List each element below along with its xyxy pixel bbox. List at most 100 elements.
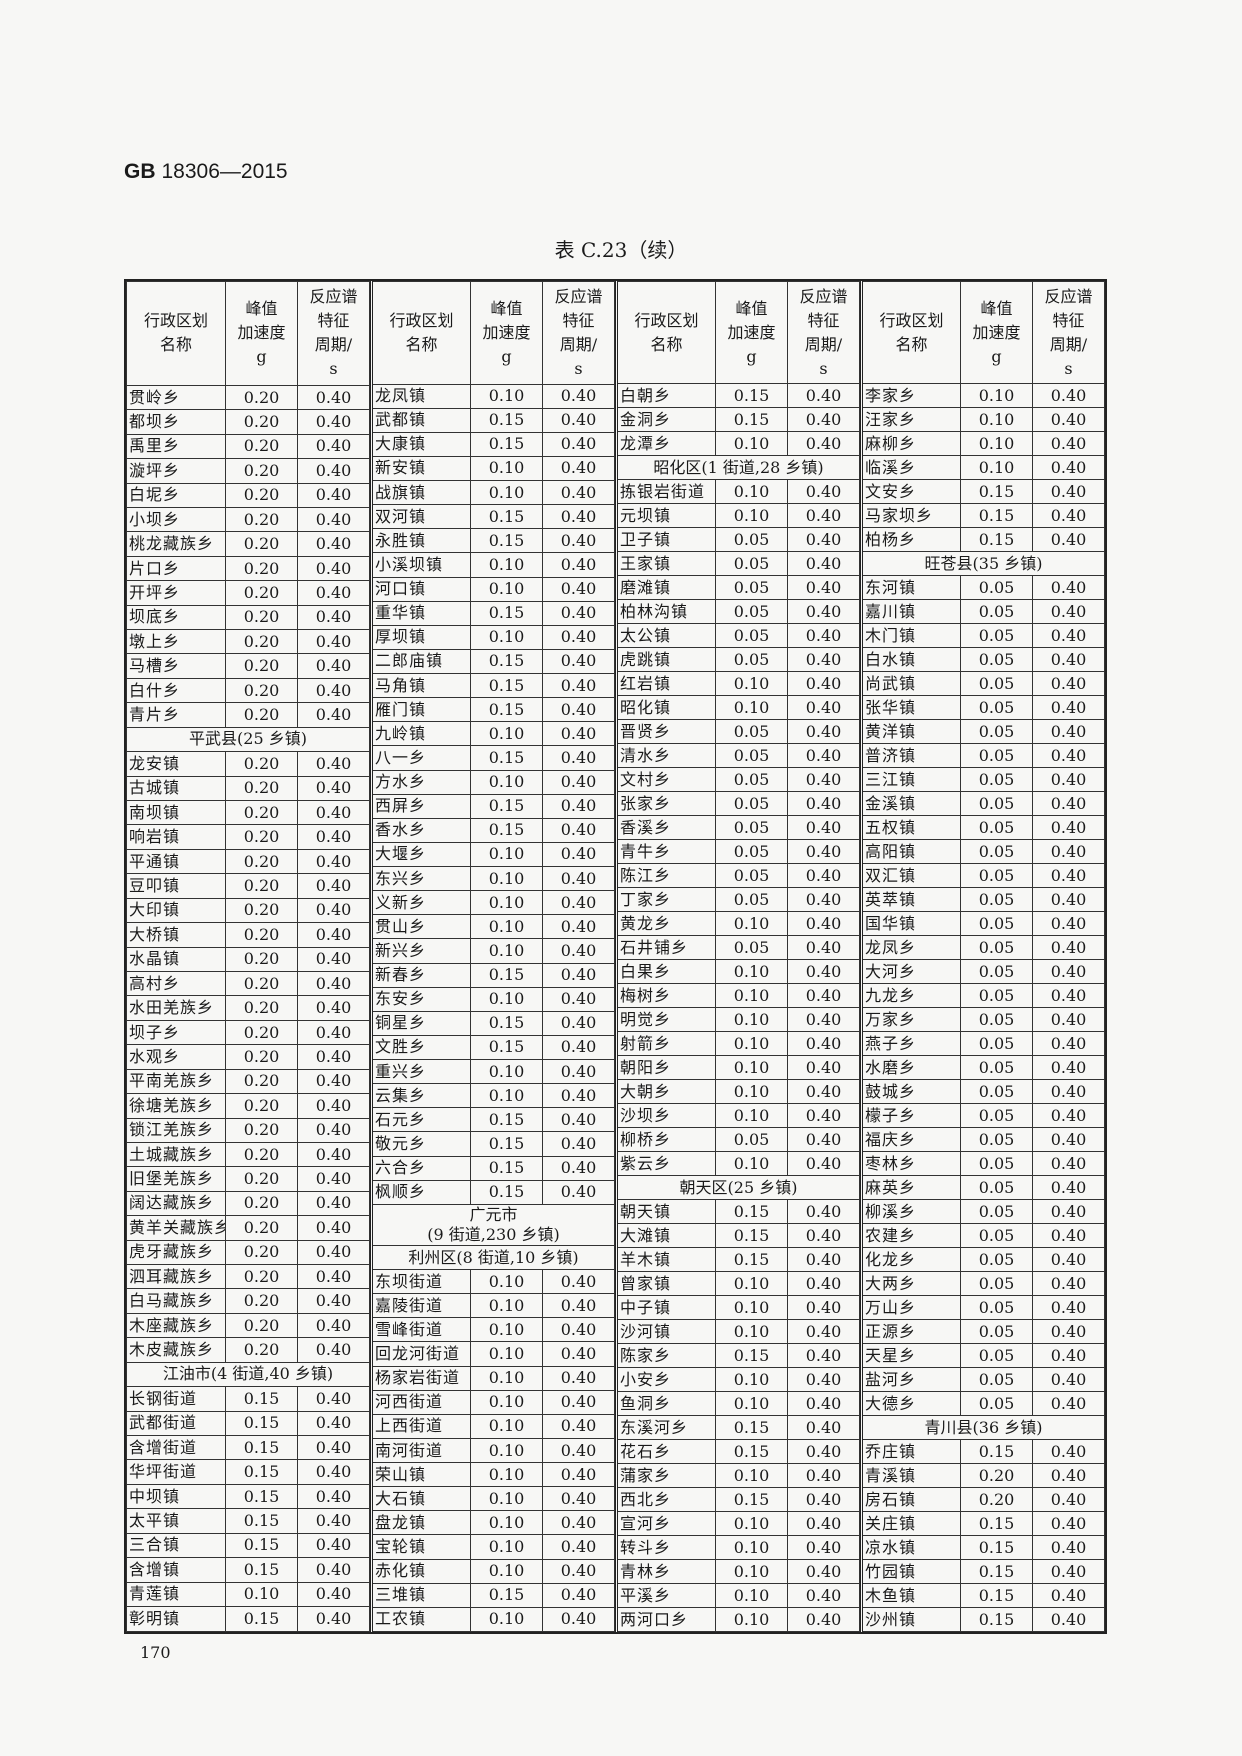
table-row: 曾家镇 0.10 0.40 (616, 1271, 860, 1296)
table-row: 方水乡 0.10 0.40 (371, 769, 615, 795)
table-row: 转斗乡 0.10 0.40 (616, 1535, 860, 1560)
characteristic-period: 0.40 (297, 1190, 370, 1217)
characteristic-period: 0.40 (787, 1127, 860, 1152)
characteristic-period: 0.40 (787, 887, 860, 912)
peak-acceleration: 0.20 (225, 751, 298, 777)
peak-acceleration: 0.10 (470, 1437, 543, 1464)
peak-acceleration: 0.05 (960, 887, 1033, 912)
header-period: 反应谱 特征 周期/s (542, 281, 615, 385)
characteristic-period: 0.40 (297, 1557, 370, 1583)
region-name: 彰明镇 (126, 1605, 226, 1633)
table-row: 墩上乡 0.20 0.40 (126, 629, 370, 655)
region-name: 重兴乡 (371, 1059, 471, 1085)
characteristic-period: 0.40 (542, 1010, 615, 1036)
characteristic-period: 0.40 (787, 839, 860, 864)
peak-acceleration: 0.05 (960, 647, 1033, 672)
peak-acceleration: 0.10 (715, 1079, 788, 1104)
table-row: 白水镇 0.05 0.40 (861, 647, 1105, 672)
table-row: 木门镇 0.05 0.40 (861, 623, 1105, 648)
table-row: 紫云乡 0.10 0.40 (616, 1151, 860, 1176)
characteristic-period: 0.40 (542, 890, 615, 916)
region-name: 大堰乡 (371, 841, 471, 868)
region-name: 南河街道 (371, 1437, 471, 1464)
table-row: 重兴乡 0.10 0.40 (371, 1059, 615, 1085)
region-name: 平南羌族乡 (126, 1068, 226, 1095)
characteristic-period: 0.40 (297, 1117, 370, 1143)
region-name: 贯山乡 (371, 914, 471, 940)
table-row: 金洞乡 0.15 0.40 (616, 407, 860, 432)
region-name: 农建乡 (861, 1223, 961, 1248)
characteristic-period: 0.40 (1032, 1175, 1105, 1200)
header-pga: 峰值 加速度 g (715, 281, 788, 384)
peak-acceleration: 0.20 (225, 1215, 298, 1241)
characteristic-period: 0.40 (542, 1034, 615, 1061)
peak-acceleration: 0.05 (715, 935, 788, 960)
table-row: 沙河镇 0.10 0.40 (616, 1319, 860, 1344)
characteristic-period: 0.40 (542, 1534, 615, 1560)
peak-acceleration: 0.10 (470, 1534, 543, 1560)
peak-acceleration: 0.10 (470, 866, 543, 892)
peak-acceleration: 0.15 (225, 1434, 298, 1461)
header-pga: 峰值 加速度 g (470, 281, 543, 385)
peak-acceleration: 0.15 (470, 1131, 543, 1157)
table-row: 关庄镇 0.15 0.40 (861, 1511, 1105, 1536)
peak-acceleration: 0.10 (715, 1367, 788, 1392)
table-column-group: 行政区划 名称 峰值 加速度 g 反应谱 特征 周期/s 贯岭乡 0.20 0.40 都坝… (126, 281, 370, 1633)
characteristic-period: 0.40 (297, 922, 370, 948)
table-row: 太公镇 0.05 0.40 (616, 623, 860, 648)
peak-acceleration: 0.05 (715, 623, 788, 648)
table-row: 大朝乡 0.10 0.40 (616, 1079, 860, 1104)
characteristic-period: 0.40 (1032, 623, 1105, 648)
characteristic-period: 0.40 (1032, 1151, 1105, 1176)
peak-acceleration: 0.10 (470, 1462, 543, 1488)
characteristic-period: 0.40 (787, 1103, 860, 1128)
section-label: 平武县(25 乡镇) (126, 726, 370, 753)
table-row: 大石镇 0.10 0.40 (371, 1486, 615, 1512)
peak-acceleration: 0.20 (225, 775, 298, 802)
characteristic-period: 0.40 (1032, 1247, 1105, 1272)
characteristic-period: 0.40 (542, 986, 615, 1012)
peak-acceleration: 0.10 (470, 1341, 543, 1367)
section-label: 利州区(8 街道,10 乡镇) (371, 1244, 615, 1271)
table-row: 双汇镇 0.05 0.40 (861, 863, 1105, 888)
peak-acceleration: 0.20 (225, 482, 298, 508)
characteristic-period: 0.40 (297, 873, 370, 899)
characteristic-period: 0.40 (297, 1093, 370, 1119)
characteristic-period: 0.40 (297, 1044, 370, 1070)
table-row: 文村乡 0.05 0.40 (616, 767, 860, 792)
peak-acceleration: 0.10 (470, 938, 543, 964)
table-row: 华坪街道 0.15 0.40 (126, 1459, 370, 1485)
table-row: 花石乡 0.15 0.40 (616, 1439, 860, 1464)
region-name: 龙潭乡 (616, 431, 716, 456)
characteristic-period: 0.40 (297, 800, 370, 826)
characteristic-period: 0.40 (542, 745, 615, 771)
peak-acceleration: 0.10 (470, 1486, 543, 1512)
table-row: 含增街道 0.15 0.40 (126, 1434, 370, 1461)
peak-acceleration: 0.20 (225, 800, 298, 826)
characteristic-period: 0.40 (297, 1239, 370, 1266)
standard-number: 18306—2015 (161, 160, 288, 183)
table-row: 土城藏族乡 0.20 0.40 (126, 1141, 370, 1168)
table-row: 射箭乡 0.10 0.40 (616, 1031, 860, 1056)
region-name: 义新乡 (371, 890, 471, 916)
region-name: 片口乡 (126, 555, 226, 582)
characteristic-period: 0.40 (542, 1059, 615, 1085)
region-name: 泗耳藏族乡 (126, 1264, 226, 1290)
section-row: 昭化区(1 街道,28 乡镇) (616, 455, 860, 480)
table-row: 白什乡 0.20 0.40 (126, 677, 370, 704)
header-row: 行政区划 名称 峰值 加速度 g 反应谱 特征 周期/s (371, 281, 615, 385)
characteristic-period: 0.40 (1032, 1391, 1105, 1416)
characteristic-period: 0.40 (1032, 1199, 1105, 1224)
peak-acceleration: 0.20 (960, 1463, 1033, 1488)
table-row: 鱼洞乡 0.10 0.40 (616, 1391, 860, 1416)
table-row: 荣山镇 0.10 0.40 (371, 1462, 615, 1488)
header-line: 名称 (895, 334, 928, 354)
table-row: 西北乡 0.15 0.40 (616, 1487, 860, 1512)
region-name: 香水乡 (371, 817, 471, 843)
peak-acceleration: 0.15 (960, 503, 1033, 528)
table-row: 晋贤乡 0.05 0.40 (616, 719, 860, 744)
region-name: 天星乡 (861, 1343, 961, 1368)
characteristic-period: 0.40 (542, 1510, 615, 1536)
region-name: 战旗镇 (371, 480, 471, 506)
peak-acceleration: 0.15 (715, 383, 788, 408)
